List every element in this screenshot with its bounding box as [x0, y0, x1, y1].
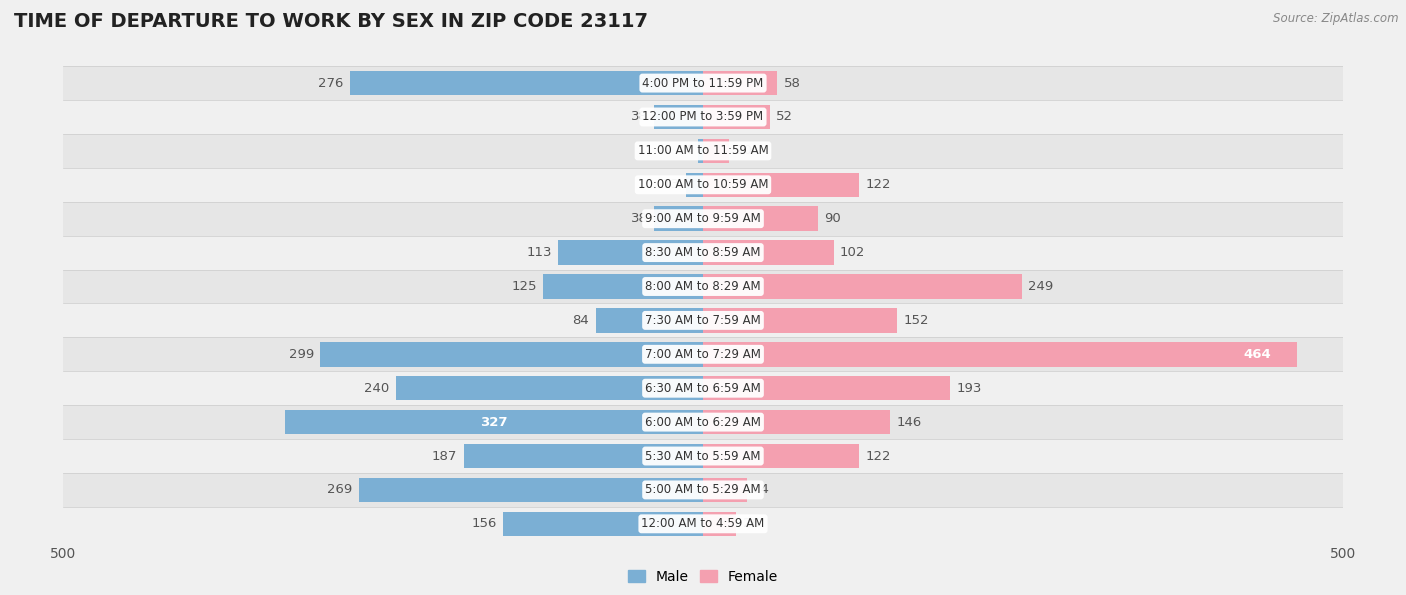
Bar — [396, 376, 703, 400]
Text: 113: 113 — [526, 246, 553, 259]
Text: TIME OF DEPARTURE TO WORK BY SEX IN ZIP CODE 23117: TIME OF DEPARTURE TO WORK BY SEX IN ZIP … — [14, 12, 648, 31]
Bar — [703, 308, 897, 333]
Text: 152: 152 — [904, 314, 929, 327]
Text: 276: 276 — [318, 77, 343, 90]
Bar — [63, 66, 1343, 100]
Bar — [63, 100, 1343, 134]
Bar — [63, 202, 1343, 236]
Bar — [63, 134, 1343, 168]
Bar — [321, 342, 703, 367]
Text: 10:00 AM to 10:59 AM: 10:00 AM to 10:59 AM — [638, 178, 768, 191]
Text: 193: 193 — [956, 382, 981, 394]
Text: 12:00 AM to 4:59 AM: 12:00 AM to 4:59 AM — [641, 517, 765, 530]
Text: 122: 122 — [866, 449, 891, 462]
Bar — [703, 173, 859, 197]
Text: 4: 4 — [683, 145, 692, 158]
Bar — [359, 478, 703, 502]
Text: 84: 84 — [572, 314, 589, 327]
Text: 38: 38 — [631, 111, 648, 124]
Text: 327: 327 — [479, 416, 508, 428]
Text: 7:00 AM to 7:29 AM: 7:00 AM to 7:29 AM — [645, 348, 761, 361]
Legend: Male, Female: Male, Female — [623, 564, 783, 589]
Text: Source: ZipAtlas.com: Source: ZipAtlas.com — [1274, 12, 1399, 25]
Bar — [503, 512, 703, 536]
Text: 4:00 PM to 11:59 PM: 4:00 PM to 11:59 PM — [643, 77, 763, 90]
Bar — [63, 405, 1343, 439]
Text: 6:00 AM to 6:29 AM: 6:00 AM to 6:29 AM — [645, 416, 761, 428]
Text: 26: 26 — [742, 517, 759, 530]
Text: 249: 249 — [1028, 280, 1053, 293]
Bar — [703, 410, 890, 434]
Bar — [350, 71, 703, 95]
Bar — [63, 473, 1343, 507]
Bar — [63, 507, 1343, 541]
Text: 5:30 AM to 5:59 AM: 5:30 AM to 5:59 AM — [645, 449, 761, 462]
Bar — [63, 337, 1343, 371]
Bar — [284, 410, 703, 434]
Bar — [654, 105, 703, 129]
Bar — [654, 206, 703, 231]
Text: 156: 156 — [471, 517, 496, 530]
Text: 11:00 AM to 11:59 AM: 11:00 AM to 11:59 AM — [638, 145, 768, 158]
Text: 102: 102 — [839, 246, 865, 259]
Bar — [63, 168, 1343, 202]
Text: 464: 464 — [1243, 348, 1271, 361]
Text: 20: 20 — [735, 145, 752, 158]
Text: 38: 38 — [631, 212, 648, 225]
Text: 125: 125 — [512, 280, 537, 293]
Text: 8:30 AM to 8:59 AM: 8:30 AM to 8:59 AM — [645, 246, 761, 259]
Text: 146: 146 — [896, 416, 921, 428]
Text: 13: 13 — [664, 178, 681, 191]
Bar — [558, 240, 703, 265]
Bar — [543, 274, 703, 299]
Text: 269: 269 — [328, 483, 353, 496]
Bar — [703, 206, 818, 231]
Text: 7:30 AM to 7:59 AM: 7:30 AM to 7:59 AM — [645, 314, 761, 327]
Text: 5:00 AM to 5:29 AM: 5:00 AM to 5:29 AM — [645, 483, 761, 496]
Bar — [686, 173, 703, 197]
Text: 12:00 PM to 3:59 PM: 12:00 PM to 3:59 PM — [643, 111, 763, 124]
Text: 90: 90 — [824, 212, 841, 225]
Bar — [703, 376, 950, 400]
Bar — [703, 105, 769, 129]
Bar — [703, 71, 778, 95]
Text: 34: 34 — [752, 483, 769, 496]
Text: 58: 58 — [783, 77, 800, 90]
Text: 6:30 AM to 6:59 AM: 6:30 AM to 6:59 AM — [645, 382, 761, 394]
Bar — [63, 270, 1343, 303]
Bar — [596, 308, 703, 333]
Bar — [703, 139, 728, 163]
Text: 9:00 AM to 9:59 AM: 9:00 AM to 9:59 AM — [645, 212, 761, 225]
Bar — [63, 439, 1343, 473]
Bar — [63, 371, 1343, 405]
Bar — [703, 240, 834, 265]
Bar — [464, 444, 703, 468]
Text: 240: 240 — [364, 382, 389, 394]
Text: 8:00 AM to 8:29 AM: 8:00 AM to 8:29 AM — [645, 280, 761, 293]
Bar — [63, 303, 1343, 337]
Text: 187: 187 — [432, 449, 457, 462]
Bar — [703, 478, 747, 502]
Bar — [703, 274, 1022, 299]
Text: 299: 299 — [288, 348, 314, 361]
Bar — [703, 444, 859, 468]
Text: 52: 52 — [776, 111, 793, 124]
Text: 122: 122 — [866, 178, 891, 191]
Bar — [63, 236, 1343, 270]
Bar — [697, 139, 703, 163]
Bar — [703, 342, 1296, 367]
Bar — [703, 512, 737, 536]
